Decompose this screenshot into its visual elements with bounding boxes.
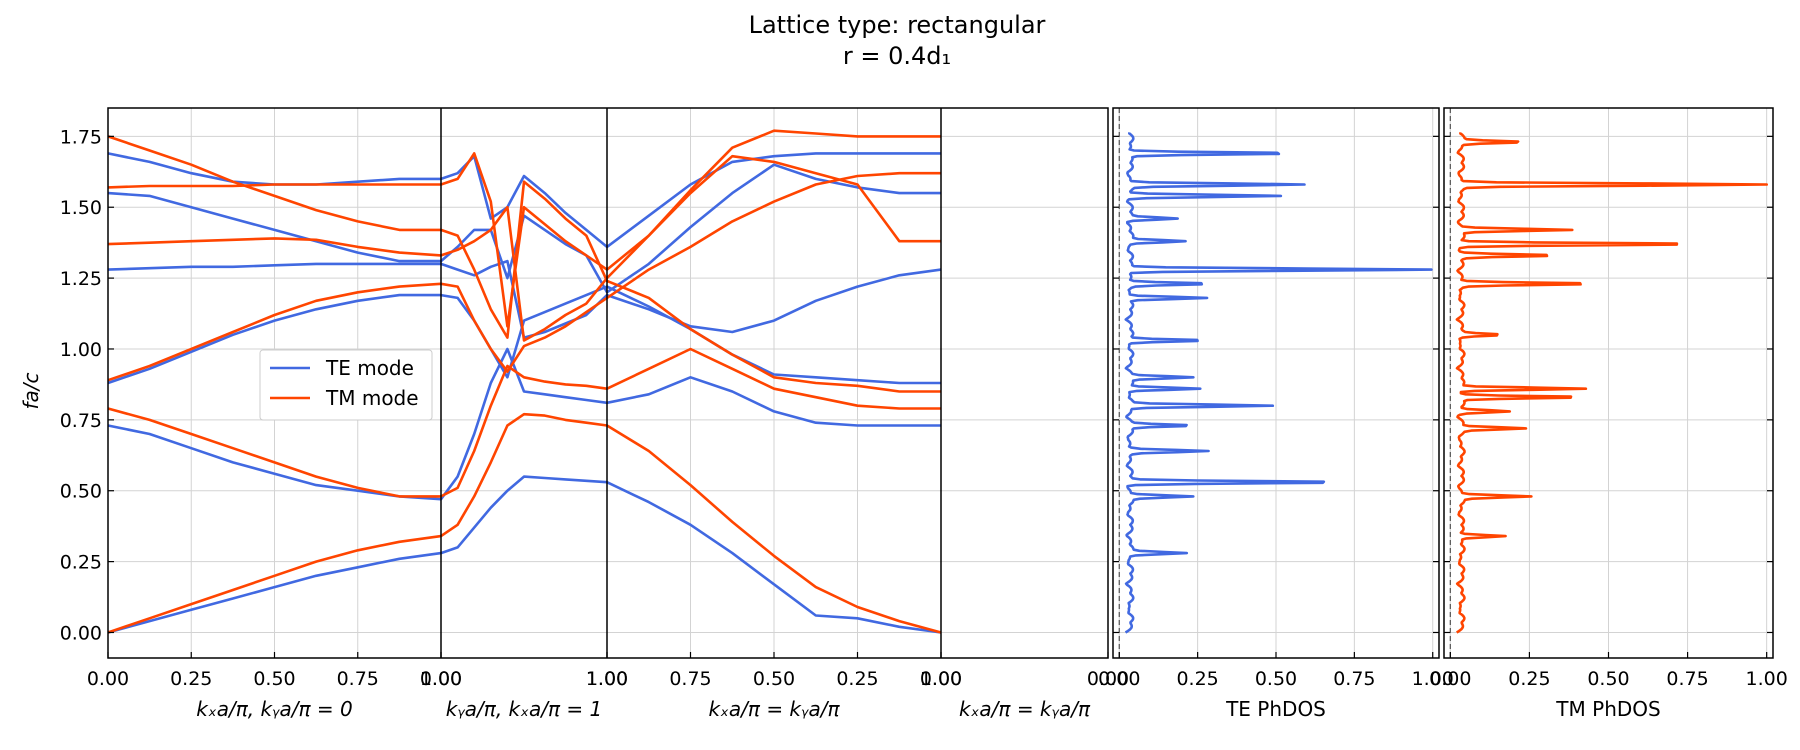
legend-te-label: TE mode bbox=[325, 356, 414, 380]
x-tick-label: 1.00 bbox=[586, 668, 628, 690]
dos-x-tick-label: 0.25 bbox=[1176, 668, 1218, 690]
dos-curve bbox=[1455, 132, 1768, 634]
band-line-tm-10 bbox=[107, 129, 941, 342]
y-tick-label: 0.75 bbox=[60, 410, 102, 432]
band-line-te-4 bbox=[107, 259, 942, 339]
dos-x-tick-label: 1.00 bbox=[1746, 668, 1788, 690]
band-frame bbox=[107, 107, 1109, 659]
dos-x-tick-label: 0.00 bbox=[1429, 668, 1471, 690]
y-tick-label: 0.00 bbox=[60, 622, 102, 644]
y-tick-label: 1.75 bbox=[60, 126, 102, 148]
chart-title: Lattice type: rectangular bbox=[749, 11, 1046, 39]
y-tick-label: 1.25 bbox=[60, 268, 102, 290]
chart-subtitle: r = 0.4d₁ bbox=[843, 42, 951, 70]
x-tick-label: 0.00 bbox=[420, 668, 462, 690]
x-tick-label: 0.00 bbox=[1087, 668, 1129, 690]
y-axis-label: fa/c bbox=[19, 372, 43, 409]
y-tick-label: 0.25 bbox=[60, 552, 102, 574]
band-panel: 0.00 0.25 0.50 0.75 1.00 1.25 1.50 1.75 0.00 0.25… bbox=[60, 107, 1129, 721]
legend-tm-label: TM mode bbox=[325, 386, 419, 410]
band-line-tm-9 bbox=[107, 171, 941, 382]
segment-axis-label: kₓa/π = kᵧa/π bbox=[959, 697, 1091, 721]
x-tick-label: 1.00 bbox=[586, 668, 628, 690]
x-tick-label: 0.50 bbox=[253, 668, 295, 690]
band-line-tm-12 bbox=[107, 135, 941, 393]
x-tick-label: 1.00 bbox=[920, 668, 962, 690]
band-line-te-1 bbox=[107, 475, 942, 634]
dos-x-tick-label: 0.25 bbox=[1508, 668, 1550, 690]
y-tick-label: 1.00 bbox=[60, 339, 102, 361]
dos-curve bbox=[1124, 132, 1433, 634]
band-line-tm-7 bbox=[107, 412, 942, 634]
x-tick-label: 0.25 bbox=[836, 668, 878, 690]
dos-axis-label: TE PhDOS bbox=[1225, 697, 1326, 721]
band-line-tm-8 bbox=[107, 347, 941, 498]
dos-x-tick-label: 0.50 bbox=[1587, 668, 1629, 690]
x-tick-label: 0.00 bbox=[87, 668, 129, 690]
x-tick-label: 0.00 bbox=[920, 668, 962, 690]
dos-panels: 0.00 0.25 0.50 0.75 1.00 TE PhDOS 0.00 0.25 0.50… bbox=[1098, 107, 1788, 721]
y-tick-label: 0.50 bbox=[60, 481, 102, 503]
dos-x-tick-label: 1.00 bbox=[1412, 668, 1454, 690]
x-tick-label: 0.75 bbox=[669, 668, 711, 690]
dos-panel-1: 0.00 0.25 0.50 0.75 1.00 TE PhDOS bbox=[1098, 107, 1454, 721]
segment-axis-label: kₓa/π = kᵧa/π bbox=[708, 697, 840, 721]
y-tick-label: 1.50 bbox=[60, 197, 102, 219]
segment-axis-label: kᵧa/π, kₓa/π = 1 bbox=[446, 697, 602, 721]
x-tick-label: 0.75 bbox=[337, 668, 379, 690]
dos-panel-2: 0.00 0.25 0.50 0.75 1.00 TM PhDOS bbox=[1429, 107, 1788, 721]
dos-axis-label: TM PhDOS bbox=[1555, 697, 1660, 721]
dos-x-tick-label: 0.75 bbox=[1666, 668, 1708, 690]
band-line-te-5 bbox=[107, 163, 941, 294]
x-tick-label: 0.50 bbox=[753, 668, 795, 690]
segment-axis-label: kₓa/π, kᵧa/π = 0 bbox=[196, 697, 352, 721]
dos-x-tick-label: 0.75 bbox=[1333, 668, 1375, 690]
x-tick-label: 0.25 bbox=[170, 668, 212, 690]
band-line-te-3 bbox=[107, 285, 941, 385]
band-line-te-6 bbox=[107, 152, 941, 249]
dos-x-tick-label: 0.00 bbox=[1098, 668, 1140, 690]
dos-x-tick-label: 0.50 bbox=[1255, 668, 1297, 690]
x-tick-label: 1.00 bbox=[420, 668, 462, 690]
legend: TE mode TM mode bbox=[259, 349, 433, 421]
